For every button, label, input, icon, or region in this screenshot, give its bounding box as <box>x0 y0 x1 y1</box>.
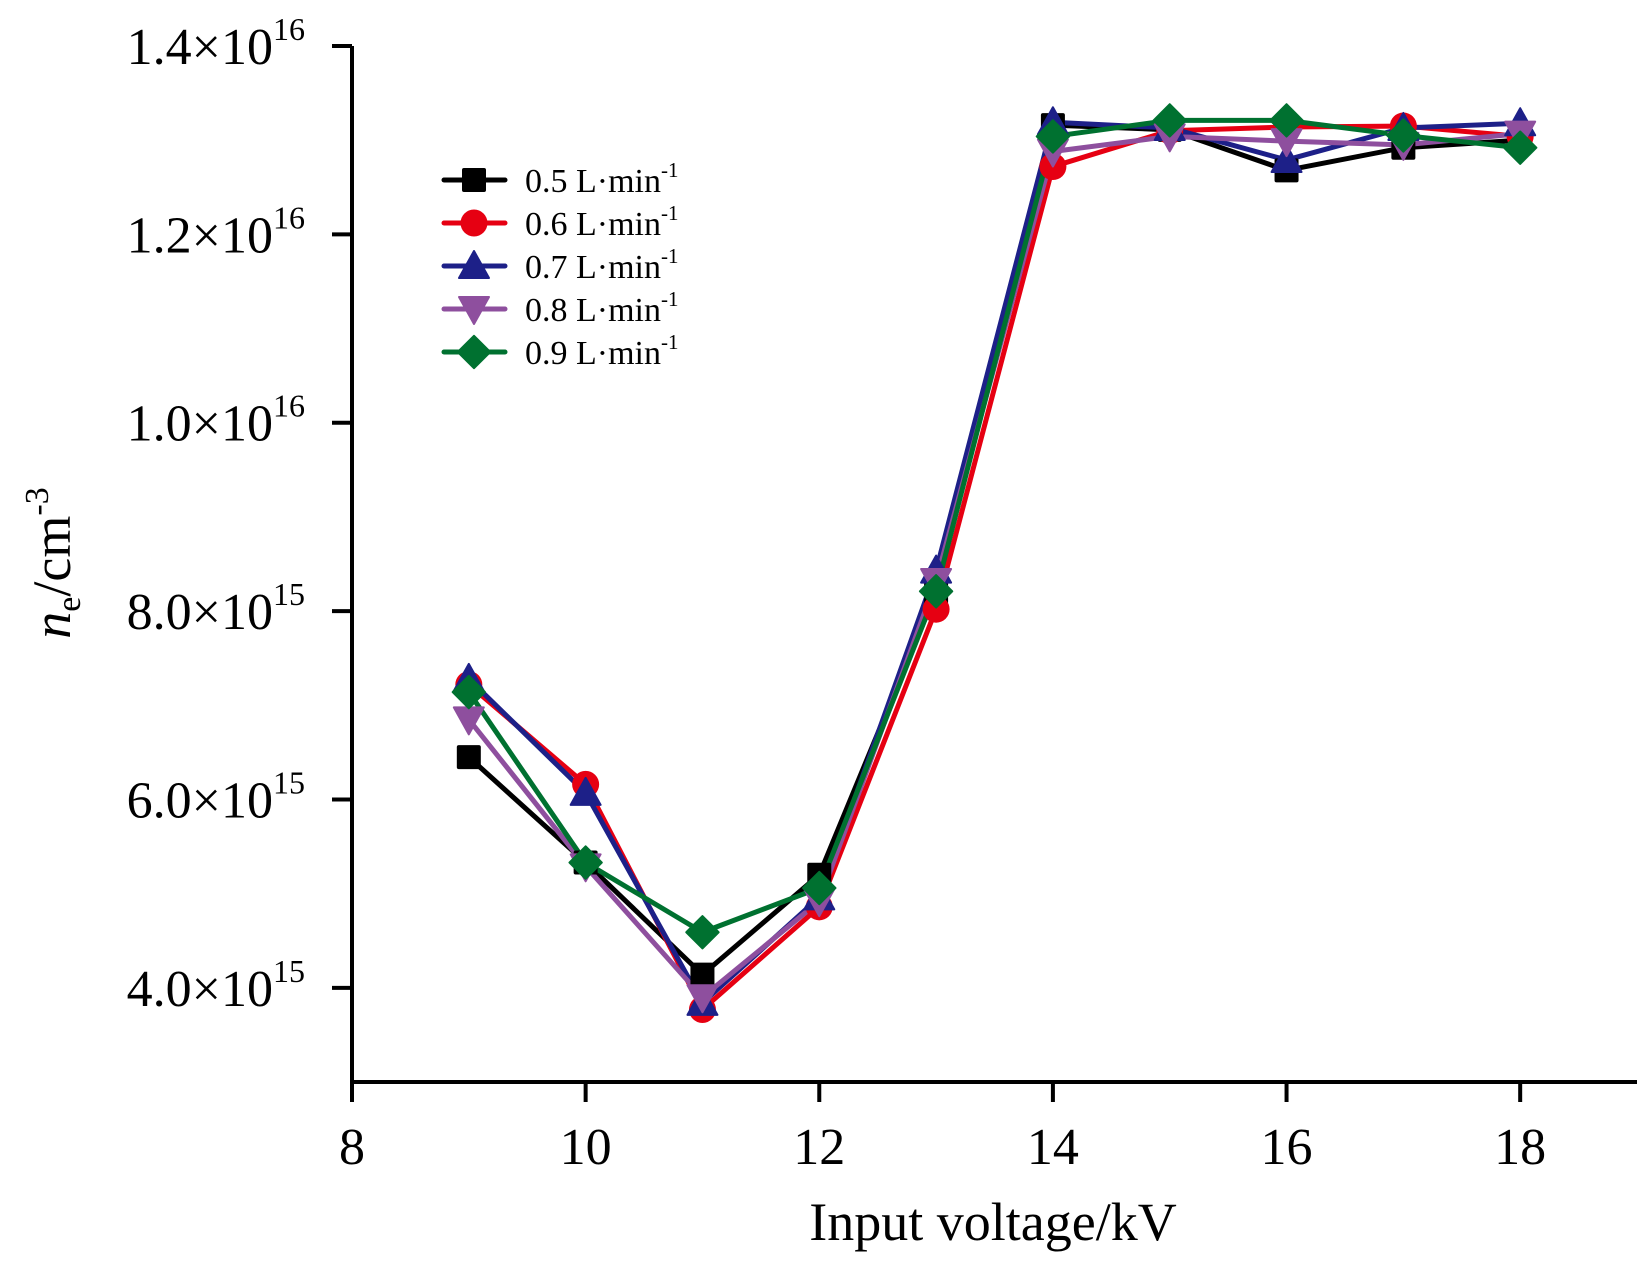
legend-label-superscript: -1 <box>661 158 679 182</box>
x-tick-label: 14 <box>1027 1119 1079 1176</box>
y-axis-title-main: n <box>22 612 82 639</box>
y-axis-ticks: 4.0×10156.0×10158.0×10151.0×10161.2×1016… <box>127 11 352 1018</box>
data-point-diamond <box>1152 103 1187 138</box>
y-tick-mantissa: 1.4×10 <box>127 19 273 76</box>
data-point-diamond <box>1269 103 1304 138</box>
legend-label-text: 0.9 L·min <box>525 335 661 372</box>
data-point-square <box>456 745 481 770</box>
axes <box>350 46 1637 1084</box>
series-markers-0-9 <box>451 103 1538 950</box>
legend-label-superscript: -1 <box>661 244 679 268</box>
legend-marker-triangle-up <box>458 250 490 279</box>
series-lines <box>466 117 1521 1012</box>
data-point-triangle-down <box>686 984 719 1014</box>
legend-label: 0.7 L·min-1 <box>525 244 678 286</box>
legend-label: 0.8 L·min-1 <box>525 287 678 329</box>
legend-item: 0.8 L·min-1 <box>441 287 678 329</box>
x-tick-label: 8 <box>339 1119 365 1176</box>
y-tick-label: 1.0×1016 <box>127 388 305 453</box>
y-axis-title-unit: /cm <box>22 516 82 597</box>
data-point-diamond <box>1502 130 1538 165</box>
legend: 0.5 L·min-10.6 L·min-10.7 L·min-10.8 L·m… <box>441 158 678 372</box>
legend-label-text: 0.5 L·min <box>525 163 661 200</box>
y-tick-label: 1.4×1016 <box>127 11 305 76</box>
legend-label-text: 0.7 L·min <box>525 249 661 286</box>
data-point-diamond <box>918 574 954 609</box>
data-point-diamond <box>451 674 487 710</box>
y-tick-exponent: 15 <box>273 764 305 800</box>
y-tick-label: 6.0×1015 <box>127 764 305 829</box>
legend-label: 0.5 L·min-1 <box>525 158 678 200</box>
x-tick-label: 18 <box>1494 1119 1546 1176</box>
legend-label: 0.6 L·min-1 <box>525 201 678 243</box>
x-tick-label: 16 <box>1261 1119 1313 1176</box>
legend-label-text: 0.6 L·min <box>525 206 661 243</box>
y-tick-mantissa: 1.2×10 <box>127 207 273 264</box>
data-point-diamond <box>685 915 720 950</box>
legend-marker-diamond <box>456 334 492 370</box>
legend-label-text: 0.8 L·min <box>525 292 661 329</box>
legend-label-superscript: -1 <box>661 201 679 225</box>
data-point-triangle-up <box>1270 143 1303 173</box>
legend-item: 0.7 L·min-1 <box>441 244 678 286</box>
legend-item: 0.5 L·min-1 <box>441 158 678 200</box>
y-tick-label: 4.0×1015 <box>127 953 305 1018</box>
y-axis-title-superscript: -3 <box>19 487 56 515</box>
y-tick-exponent: 16 <box>273 388 305 424</box>
legend-item: 0.9 L·min-1 <box>441 330 678 372</box>
y-tick-label: 1.2×1016 <box>127 199 305 264</box>
y-tick-mantissa: 4.0×10 <box>127 961 273 1018</box>
y-tick-exponent: 15 <box>273 953 305 989</box>
x-axis-title: Input voltage/kV <box>809 1192 1176 1252</box>
y-axis-title: ne/cm-3 <box>19 487 88 638</box>
data-point-diamond <box>802 870 837 906</box>
legend-marker-circle <box>460 209 488 237</box>
data-point-square <box>690 962 715 987</box>
y-tick-exponent: 16 <box>273 199 305 235</box>
data-point-triangle-up <box>569 776 602 806</box>
series-markers <box>451 103 1538 1023</box>
y-tick-exponent: 15 <box>273 576 305 612</box>
legend-label-superscript: -1 <box>661 287 679 311</box>
data-point-diamond <box>568 845 603 880</box>
data-point-diamond <box>1386 118 1421 153</box>
legend-label: 0.9 L·min-1 <box>525 330 678 372</box>
y-tick-mantissa: 1.0×10 <box>127 396 273 453</box>
x-tick-label: 10 <box>560 1119 612 1176</box>
series-line-0-9 <box>466 117 1521 935</box>
y-tick-exponent: 16 <box>273 11 305 47</box>
y-tick-mantissa: 6.0×10 <box>127 772 273 829</box>
x-tick-label: 12 <box>793 1119 845 1176</box>
y-tick-mantissa: 8.0×10 <box>127 584 273 641</box>
y-tick-label: 8.0×1015 <box>127 576 305 641</box>
y-axis-title-subscript: e <box>51 597 88 612</box>
data-point-circle <box>922 595 950 623</box>
legend-marker-triangle-down <box>458 296 490 325</box>
legend-label-superscript: -1 <box>661 330 679 354</box>
data-point-diamond <box>1035 119 1071 154</box>
legend-marker-square <box>462 168 486 192</box>
legend-item: 0.6 L·min-1 <box>441 201 678 243</box>
x-axis-ticks: 8 10 12 14 16 18 <box>339 1082 1546 1176</box>
